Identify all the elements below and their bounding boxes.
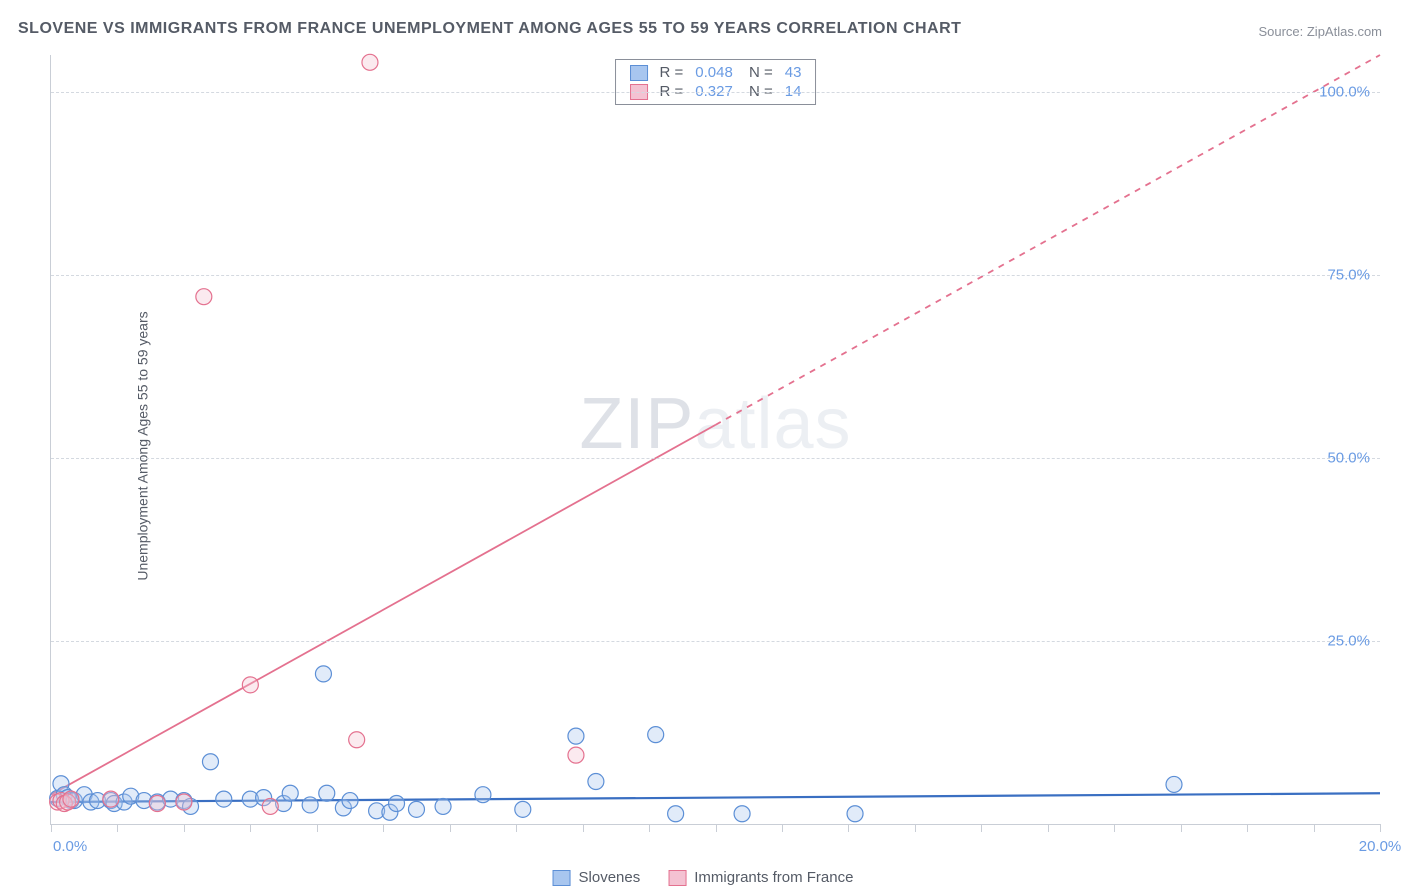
source-attribution: Source: ZipAtlas.com <box>1258 24 1382 39</box>
data-point <box>515 801 531 817</box>
series-legend: Slovenes Immigrants from France <box>553 869 854 886</box>
x-tick <box>583 824 584 832</box>
x-tick <box>250 824 251 832</box>
x-tick <box>117 824 118 832</box>
x-tick <box>1181 824 1182 832</box>
x-tick <box>516 824 517 832</box>
data-point <box>103 791 119 807</box>
x-tick <box>51 824 52 832</box>
data-point <box>315 666 331 682</box>
data-point <box>847 806 863 822</box>
data-point <box>242 677 258 693</box>
x-tick <box>1247 824 1248 832</box>
data-point <box>389 795 405 811</box>
gridline <box>51 458 1380 459</box>
data-point <box>196 289 212 305</box>
x-tick <box>1114 824 1115 832</box>
legend-swatch-france <box>668 870 686 886</box>
trend-line-extrapolated <box>716 55 1381 425</box>
data-point <box>216 791 232 807</box>
data-point <box>588 774 604 790</box>
data-point <box>362 54 378 70</box>
trend-line <box>51 425 716 795</box>
x-tick-label: 0.0% <box>53 838 87 855</box>
x-tick <box>649 824 650 832</box>
data-point <box>668 806 684 822</box>
data-point <box>342 793 358 809</box>
plot-area: ZIPatlas R = 0.048 N = 43 R = 0.327 N = … <box>50 55 1380 825</box>
legend-item-slovenes: Slovenes <box>553 869 641 886</box>
data-point <box>262 798 278 814</box>
x-tick <box>184 824 185 832</box>
legend-label: Slovenes <box>579 869 641 886</box>
gridline <box>51 275 1380 276</box>
data-point <box>202 754 218 770</box>
x-tick <box>915 824 916 832</box>
x-tick <box>450 824 451 832</box>
y-tick-label: 75.0% <box>1327 266 1370 283</box>
legend-swatch-slovenes <box>553 870 571 886</box>
x-tick <box>317 824 318 832</box>
data-point <box>648 727 664 743</box>
y-tick-label: 25.0% <box>1327 632 1370 649</box>
chart-title: SLOVENE VS IMMIGRANTS FROM FRANCE UNEMPL… <box>18 20 961 38</box>
data-point <box>568 747 584 763</box>
gridline <box>51 92 1380 93</box>
data-point <box>282 785 298 801</box>
x-tick <box>383 824 384 832</box>
x-tick <box>1048 824 1049 832</box>
data-point <box>63 791 79 807</box>
data-point <box>349 732 365 748</box>
data-point <box>475 787 491 803</box>
x-tick <box>782 824 783 832</box>
x-tick <box>1314 824 1315 832</box>
x-tick <box>848 824 849 832</box>
data-point <box>176 794 192 810</box>
data-point <box>568 728 584 744</box>
x-tick <box>981 824 982 832</box>
data-point <box>1166 776 1182 792</box>
x-tick <box>1380 824 1381 832</box>
y-tick-label: 100.0% <box>1319 83 1370 100</box>
x-tick-label: 20.0% <box>1359 838 1402 855</box>
gridline <box>51 641 1380 642</box>
data-point <box>319 785 335 801</box>
data-point <box>408 801 424 817</box>
data-point <box>435 798 451 814</box>
data-point <box>302 797 318 813</box>
data-point <box>149 795 165 811</box>
y-tick-label: 50.0% <box>1327 449 1370 466</box>
legend-item-france: Immigrants from France <box>668 869 853 886</box>
data-point <box>734 806 750 822</box>
x-tick <box>716 824 717 832</box>
scatter-svg <box>51 55 1380 824</box>
legend-label: Immigrants from France <box>694 869 853 886</box>
